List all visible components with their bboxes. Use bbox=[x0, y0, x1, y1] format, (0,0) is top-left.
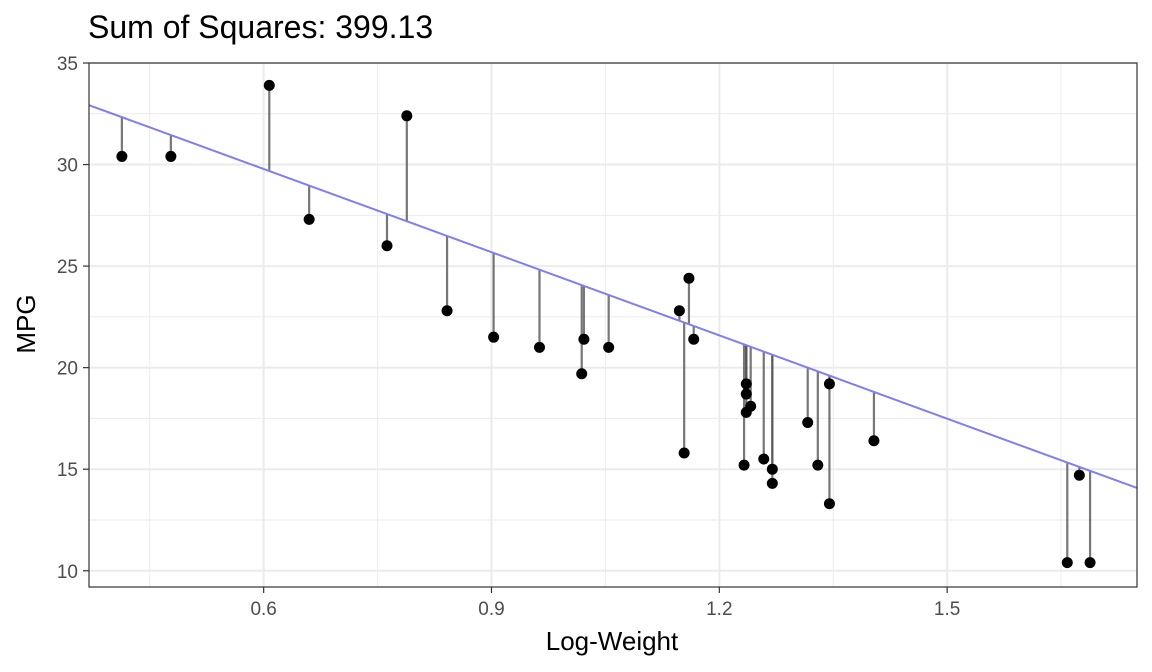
y-tick-label: 20 bbox=[57, 359, 78, 380]
data-point bbox=[381, 240, 393, 252]
data-point bbox=[576, 368, 588, 380]
residual-segments bbox=[120, 85, 1092, 563]
data-point bbox=[758, 453, 770, 465]
data-point bbox=[738, 459, 750, 471]
data-point bbox=[740, 378, 752, 390]
data-point bbox=[263, 79, 275, 91]
data-point bbox=[802, 416, 814, 428]
chart-title: Sum of Squares: 399.13 bbox=[88, 9, 433, 45]
data-point bbox=[812, 459, 824, 471]
x-tick-label: 0.9 bbox=[478, 599, 504, 620]
y-tick-label: 35 bbox=[57, 54, 78, 75]
grid-minor bbox=[89, 63, 1137, 587]
data-point bbox=[823, 378, 835, 390]
data-point bbox=[116, 150, 128, 162]
data-point bbox=[868, 435, 880, 447]
data-point bbox=[603, 341, 615, 353]
x-tick-label: 1.5 bbox=[934, 599, 960, 620]
data-point bbox=[683, 272, 695, 284]
x-axis-title: Log-Weight bbox=[546, 626, 679, 656]
y-axis-ticks: 10 15 20 25 30 35 bbox=[57, 54, 89, 583]
data-point bbox=[688, 333, 700, 345]
y-tick-label: 15 bbox=[57, 460, 78, 481]
data-point bbox=[488, 331, 500, 343]
data-point bbox=[766, 477, 778, 489]
data-point bbox=[1061, 557, 1073, 569]
data-point bbox=[578, 333, 590, 345]
data-point bbox=[165, 150, 177, 162]
data-point bbox=[441, 305, 453, 317]
data-point bbox=[740, 388, 752, 400]
data-point bbox=[1073, 469, 1085, 481]
data-point bbox=[401, 110, 413, 122]
data-point bbox=[673, 305, 685, 317]
data-point bbox=[533, 341, 545, 353]
data-point bbox=[1084, 557, 1096, 569]
x-axis-ticks: 0.6 0.9 1.2 1.5 bbox=[250, 587, 960, 620]
grid-major bbox=[89, 62, 1137, 587]
y-tick-label: 30 bbox=[57, 156, 78, 177]
y-tick-label: 25 bbox=[57, 257, 78, 278]
data-point bbox=[678, 447, 690, 459]
regression-line bbox=[88, 104, 1138, 489]
x-tick-label: 0.6 bbox=[250, 599, 276, 620]
x-tick-label: 1.2 bbox=[706, 599, 732, 620]
data-points bbox=[116, 79, 1096, 569]
panel-border bbox=[88, 62, 1138, 588]
y-tick-label: 10 bbox=[57, 562, 78, 583]
data-point bbox=[766, 463, 778, 475]
data-point bbox=[823, 498, 835, 510]
y-axis-title: MPG bbox=[11, 294, 41, 353]
data-point bbox=[303, 213, 315, 225]
data-point bbox=[745, 400, 757, 412]
